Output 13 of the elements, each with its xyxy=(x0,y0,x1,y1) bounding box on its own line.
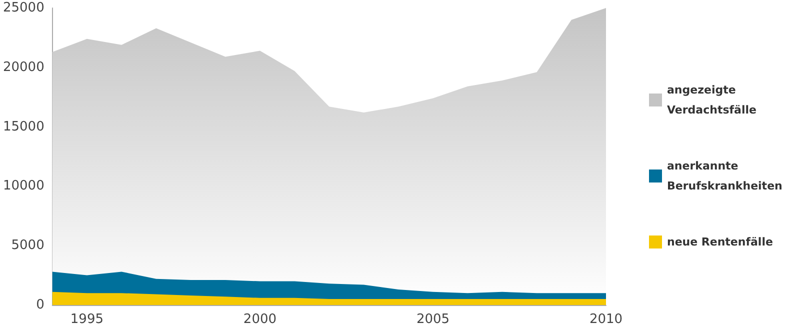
y-tick-label: 5000 xyxy=(11,238,44,254)
y-tick-label: 20000 xyxy=(2,60,44,75)
x-tick-label: 1995 xyxy=(70,312,104,327)
legend-label: angezeigte Verdachtsfälle xyxy=(667,84,756,116)
legend-label: anerkannte Berufskrankheiten xyxy=(667,160,782,192)
x-tick-label: 2000 xyxy=(243,312,277,327)
x-tick-label: 2005 xyxy=(416,312,450,327)
y-tick-label: 0 xyxy=(36,298,44,312)
x-tick-label: 2010 xyxy=(589,312,623,327)
legend-label: neue Rentenfälle xyxy=(667,236,773,248)
y-tick-label: 10000 xyxy=(2,178,44,194)
y-tick-label: 15000 xyxy=(2,119,44,134)
y-tick-label: 25000 xyxy=(2,0,44,16)
